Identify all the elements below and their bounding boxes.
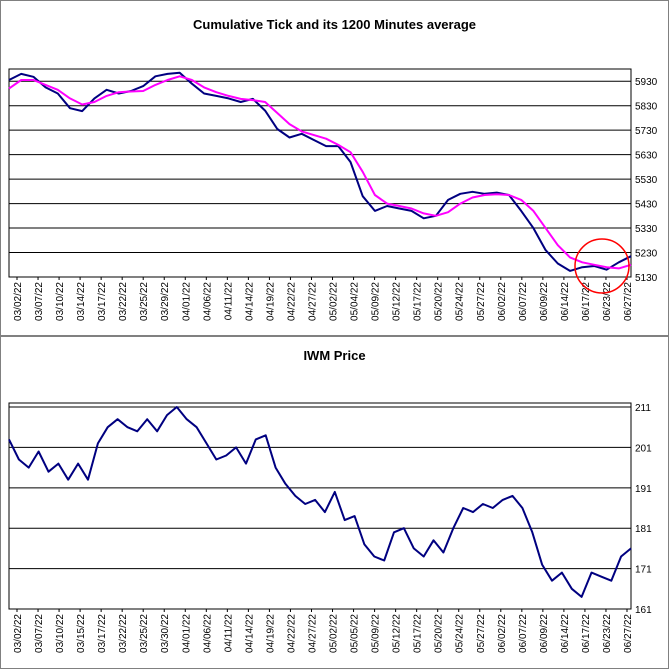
x-tick-label: 06/07/22 xyxy=(518,282,529,321)
y-tick-label: 5130 xyxy=(635,273,658,284)
x-tick-label: 04/14/22 xyxy=(244,614,255,653)
y-tick-label: 201 xyxy=(635,443,652,454)
y-tick-label: 5330 xyxy=(635,224,658,235)
y-tick-label: 171 xyxy=(635,565,652,576)
1200-minute-average-line xyxy=(8,75,632,270)
x-tick-label: 03/25/22 xyxy=(139,282,150,321)
x-tick-label: 03/02/22 xyxy=(13,614,24,653)
y-tick-label: 211 xyxy=(635,403,651,414)
x-tick-label: 05/24/22 xyxy=(455,614,466,653)
x-tick-label: 04/06/22 xyxy=(202,614,213,653)
x-tick-label: 03/17/22 xyxy=(97,614,108,653)
x-tick-label: 05/27/22 xyxy=(476,614,487,653)
x-tick-label: 03/07/22 xyxy=(34,614,45,653)
x-tick-label: 04/19/22 xyxy=(265,282,276,321)
x-tick-label: 05/24/22 xyxy=(455,282,466,321)
x-tick-label: 06/09/22 xyxy=(539,282,550,321)
y-tick-label: 161 xyxy=(635,605,652,616)
x-tick-label: 03/22/22 xyxy=(118,614,129,653)
x-tick-label: 06/17/22 xyxy=(581,282,592,321)
x-tick-label: 03/15/22 xyxy=(76,614,87,653)
y-tick-label: 5830 xyxy=(635,102,658,113)
x-tick-label: 03/10/22 xyxy=(55,614,66,653)
x-tick-label: 04/27/22 xyxy=(307,282,318,321)
x-tick-label: 03/22/22 xyxy=(118,282,129,321)
x-tick-label: 05/12/22 xyxy=(392,614,403,653)
x-tick-label: 03/14/22 xyxy=(76,282,87,321)
tick-chart-title: Cumulative Tick and its 1200 Minutes ave… xyxy=(193,17,476,32)
x-tick-label: 05/17/22 xyxy=(413,282,424,321)
x-tick-label: 03/17/22 xyxy=(97,282,108,321)
y-tick-label: 181 xyxy=(635,524,652,535)
y-tick-label: 5930 xyxy=(635,77,658,88)
x-tick-label: 06/27/22 xyxy=(623,282,634,321)
x-tick-label: 06/02/22 xyxy=(497,282,508,321)
y-tick-label: 191 xyxy=(635,484,652,495)
x-tick-label: 03/10/22 xyxy=(55,282,66,321)
x-tick-label: 04/22/22 xyxy=(286,614,297,653)
x-tick-label: 03/02/22 xyxy=(13,282,24,321)
x-tick-label: 05/02/22 xyxy=(329,282,340,321)
x-tick-label: 03/29/22 xyxy=(160,282,171,321)
x-tick-label: 05/02/22 xyxy=(329,614,340,653)
x-tick-label: 05/27/22 xyxy=(476,282,487,321)
y-tick-label: 5430 xyxy=(635,200,658,211)
x-tick-label: 04/19/22 xyxy=(265,614,276,653)
y-tick-label: 5630 xyxy=(635,151,658,162)
x-tick-label: 06/14/22 xyxy=(560,614,571,653)
tick-chart-panel: Cumulative Tick and its 1200 Minutes ave… xyxy=(0,0,669,336)
x-tick-label: 05/05/22 xyxy=(350,614,361,653)
highlight-circle xyxy=(574,238,630,294)
x-tick-label: 03/30/22 xyxy=(160,614,171,653)
x-tick-label: 06/02/22 xyxy=(497,614,508,653)
x-tick-label: 04/11/22 xyxy=(223,282,234,321)
x-tick-label: 06/27/22 xyxy=(623,614,634,653)
x-tick-label: 04/11/22 xyxy=(223,614,234,653)
plot-area xyxy=(8,68,632,278)
iwm-chart-panel: IWM Price 161 171 181 191 201 211 03/02/22 03/0… xyxy=(0,336,669,669)
x-tick-label: 06/07/22 xyxy=(518,614,529,653)
x-tick-label: 05/09/22 xyxy=(371,282,382,321)
x-tick-label: 04/14/22 xyxy=(244,282,255,321)
y-tick-label: 5730 xyxy=(635,126,658,137)
x-tick-label: 06/23/22 xyxy=(602,282,613,321)
x-tick-label: 03/07/22 xyxy=(34,282,45,321)
x-tick-label: 05/17/22 xyxy=(413,614,424,653)
x-tick-label: 05/20/22 xyxy=(434,282,445,321)
x-tick-label: 04/27/22 xyxy=(307,614,318,653)
iwm-price-line xyxy=(8,406,632,598)
y-tick-label: 5530 xyxy=(635,175,658,186)
x-tick-label: 04/06/22 xyxy=(202,282,213,321)
x-tick-label: 06/17/22 xyxy=(581,614,592,653)
x-tick-label: 05/12/22 xyxy=(392,282,403,321)
x-tick-label: 06/14/22 xyxy=(560,282,571,321)
iwm-chart: 161 171 181 191 201 211 03/02/22 03/07/22 03/10/… xyxy=(8,402,652,653)
tick-chart: 5130 5230 5330 5430 5530 5630 5730 5830 5930 03/0… xyxy=(8,68,658,321)
x-tick-label: 04/22/22 xyxy=(286,282,297,321)
x-tick-label: 05/04/22 xyxy=(350,282,361,321)
x-tick-label: 04/01/22 xyxy=(181,282,192,321)
y-tick-label: 5230 xyxy=(635,249,658,260)
x-tick-label: 04/01/22 xyxy=(181,614,192,653)
x-tick-label: 03/25/22 xyxy=(139,614,150,653)
x-tick-label: 05/20/22 xyxy=(434,614,445,653)
x-tick-label: 06/23/22 xyxy=(602,614,613,653)
iwm-chart-title: IWM Price xyxy=(303,348,366,363)
x-tick-label: 06/09/22 xyxy=(539,614,550,653)
x-tick-label: 05/09/22 xyxy=(371,614,382,653)
cumulative-tick-line xyxy=(8,71,632,272)
